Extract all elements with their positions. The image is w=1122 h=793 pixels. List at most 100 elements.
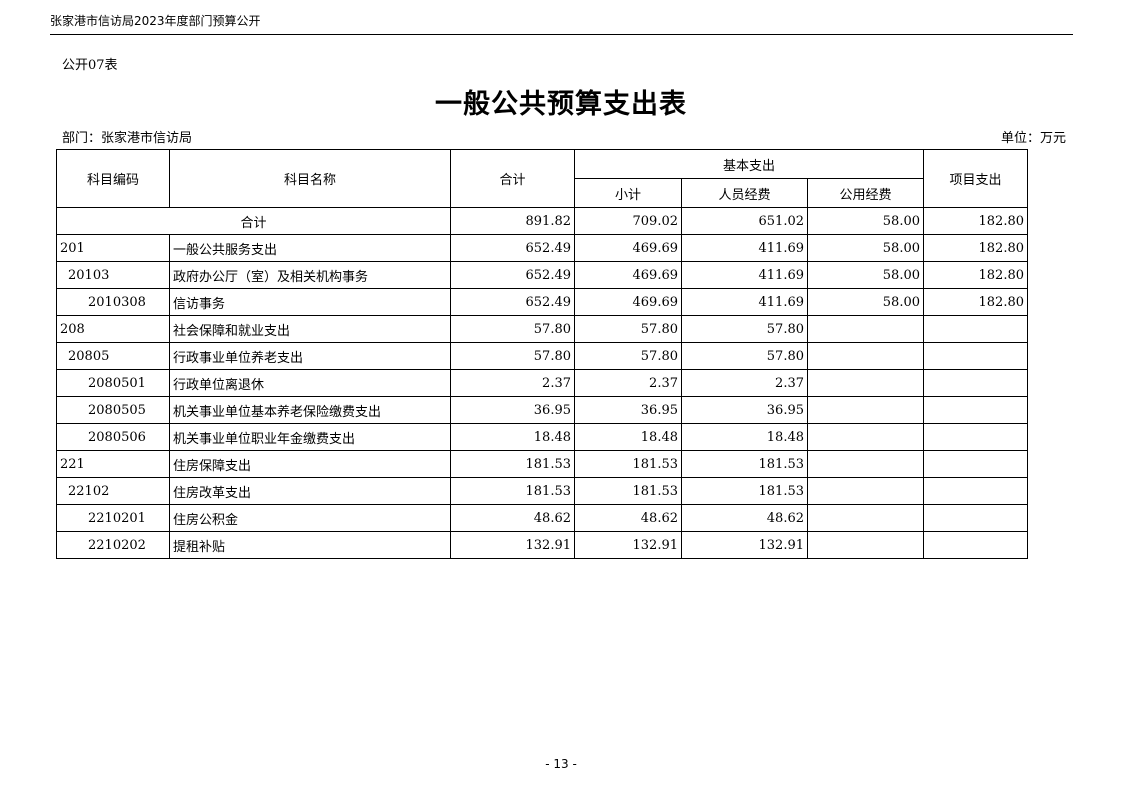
cell-personnel: 57.80 bbox=[681, 342, 808, 370]
cell-name: 行政事业单位养老支出 bbox=[169, 342, 451, 370]
cell-name: 机关事业单位基本养老保险缴费支出 bbox=[169, 396, 451, 424]
cell-code: 2080501 bbox=[56, 369, 170, 397]
col-code: 科目编码 bbox=[56, 149, 170, 208]
cell-public bbox=[807, 369, 924, 397]
cell-subtotal: 57.80 bbox=[574, 315, 682, 343]
cell-public bbox=[807, 315, 924, 343]
cell-project: 182.80 bbox=[923, 234, 1028, 262]
cell-total: 891.82 bbox=[450, 207, 575, 235]
col-basic: 基本支出 bbox=[574, 149, 924, 179]
cell-project bbox=[923, 531, 1028, 559]
cell-project bbox=[923, 423, 1028, 451]
cell-subtotal: 469.69 bbox=[574, 234, 682, 262]
cell-project bbox=[923, 315, 1028, 343]
cell-code: 20805 bbox=[56, 342, 170, 370]
cell-subtotal: 48.62 bbox=[574, 504, 682, 532]
cell-project: 182.80 bbox=[923, 207, 1028, 235]
table-row: 2010308 信访事务 652.49 469.69 411.69 58.00 182.80 bbox=[56, 288, 1028, 316]
cell-public bbox=[807, 396, 924, 424]
cell-public bbox=[807, 423, 924, 451]
table-row: 20805 行政事业单位养老支出 57.80 57.80 57.80 bbox=[56, 342, 1028, 370]
cell-personnel: 48.62 bbox=[681, 504, 808, 532]
cell-total: 36.95 bbox=[450, 396, 575, 424]
cell-name: 政府办公厅（室）及相关机构事务 bbox=[169, 261, 451, 289]
cell-total: 2.37 bbox=[450, 369, 575, 397]
table-row: 2080501 行政单位离退休 2.37 2.37 2.37 bbox=[56, 369, 1028, 397]
cell-public bbox=[807, 450, 924, 478]
cell-name: 住房公积金 bbox=[169, 504, 451, 532]
cell-code: 2210201 bbox=[56, 504, 170, 532]
cell-project bbox=[923, 504, 1028, 532]
cell-personnel: 2.37 bbox=[681, 369, 808, 397]
running-header: 张家港市信访局2023年度部门预算公开 bbox=[50, 14, 261, 28]
total-label: 合计 bbox=[56, 207, 451, 235]
cell-total: 57.80 bbox=[450, 315, 575, 343]
cell-code: 2210202 bbox=[56, 531, 170, 559]
cell-public bbox=[807, 531, 924, 559]
cell-project bbox=[923, 342, 1028, 370]
cell-name: 住房保障支出 bbox=[169, 450, 451, 478]
unit-label: 单位：万元 bbox=[1000, 131, 1066, 146]
cell-name: 提租补贴 bbox=[169, 531, 451, 559]
cell-code: 22102 bbox=[56, 477, 170, 505]
cell-personnel: 132.91 bbox=[681, 531, 808, 559]
col-public: 公用经费 bbox=[807, 178, 924, 208]
cell-name: 信访事务 bbox=[169, 288, 451, 316]
cell-project: 182.80 bbox=[923, 261, 1028, 289]
cell-project: 182.80 bbox=[923, 288, 1028, 316]
header-divider bbox=[50, 34, 1073, 35]
table-row: 2080506 机关事业单位职业年金缴费支出 18.48 18.48 18.48 bbox=[56, 423, 1028, 451]
table-row: 221 住房保障支出 181.53 181.53 181.53 bbox=[56, 450, 1028, 478]
form-number: 公开07表 bbox=[62, 58, 118, 73]
col-name: 科目名称 bbox=[169, 149, 451, 208]
cell-public bbox=[807, 342, 924, 370]
cell-code: 20103 bbox=[56, 261, 170, 289]
cell-code: 208 bbox=[56, 315, 170, 343]
cell-personnel: 181.53 bbox=[681, 450, 808, 478]
cell-personnel: 411.69 bbox=[681, 234, 808, 262]
cell-code: 201 bbox=[56, 234, 170, 262]
col-project: 项目支出 bbox=[923, 149, 1028, 208]
department-label: 部门：张家港市信访局 bbox=[62, 131, 193, 146]
cell-subtotal: 18.48 bbox=[574, 423, 682, 451]
cell-personnel: 651.02 bbox=[681, 207, 808, 235]
col-personnel: 人员经费 bbox=[681, 178, 808, 208]
cell-personnel: 57.80 bbox=[681, 315, 808, 343]
cell-personnel: 411.69 bbox=[681, 288, 808, 316]
cell-personnel: 36.95 bbox=[681, 396, 808, 424]
col-total: 合计 bbox=[450, 149, 575, 208]
col-subtotal: 小计 bbox=[574, 178, 682, 208]
total-row: 合计 891.82 709.02 651.02 58.00 182.80 bbox=[56, 207, 1028, 235]
cell-project bbox=[923, 477, 1028, 505]
cell-total: 181.53 bbox=[450, 477, 575, 505]
cell-name: 一般公共服务支出 bbox=[169, 234, 451, 262]
table-row: 201 一般公共服务支出 652.49 469.69 411.69 58.00 182.80 bbox=[56, 234, 1028, 262]
cell-total: 57.80 bbox=[450, 342, 575, 370]
cell-name: 行政单位离退休 bbox=[169, 369, 451, 397]
table-row: 2210201 住房公积金 48.62 48.62 48.62 bbox=[56, 504, 1028, 532]
cell-personnel: 18.48 bbox=[681, 423, 808, 451]
cell-subtotal: 469.69 bbox=[574, 261, 682, 289]
cell-total: 48.62 bbox=[450, 504, 575, 532]
cell-total: 652.49 bbox=[450, 234, 575, 262]
cell-public: 58.00 bbox=[807, 288, 924, 316]
cell-total: 652.49 bbox=[450, 288, 575, 316]
page-number: - 13 - bbox=[545, 757, 577, 771]
cell-total: 132.91 bbox=[450, 531, 575, 559]
cell-subtotal: 181.53 bbox=[574, 450, 682, 478]
cell-subtotal: 132.91 bbox=[574, 531, 682, 559]
cell-project bbox=[923, 450, 1028, 478]
cell-code: 2080506 bbox=[56, 423, 170, 451]
table-row: 2080505 机关事业单位基本养老保险缴费支出 36.95 36.95 36.95 bbox=[56, 396, 1028, 424]
cell-subtotal: 36.95 bbox=[574, 396, 682, 424]
cell-total: 652.49 bbox=[450, 261, 575, 289]
cell-subtotal: 181.53 bbox=[574, 477, 682, 505]
cell-name: 机关事业单位职业年金缴费支出 bbox=[169, 423, 451, 451]
cell-name: 社会保障和就业支出 bbox=[169, 315, 451, 343]
cell-total: 181.53 bbox=[450, 450, 575, 478]
cell-personnel: 411.69 bbox=[681, 261, 808, 289]
cell-public bbox=[807, 477, 924, 505]
cell-project bbox=[923, 396, 1028, 424]
cell-public: 58.00 bbox=[807, 207, 924, 235]
